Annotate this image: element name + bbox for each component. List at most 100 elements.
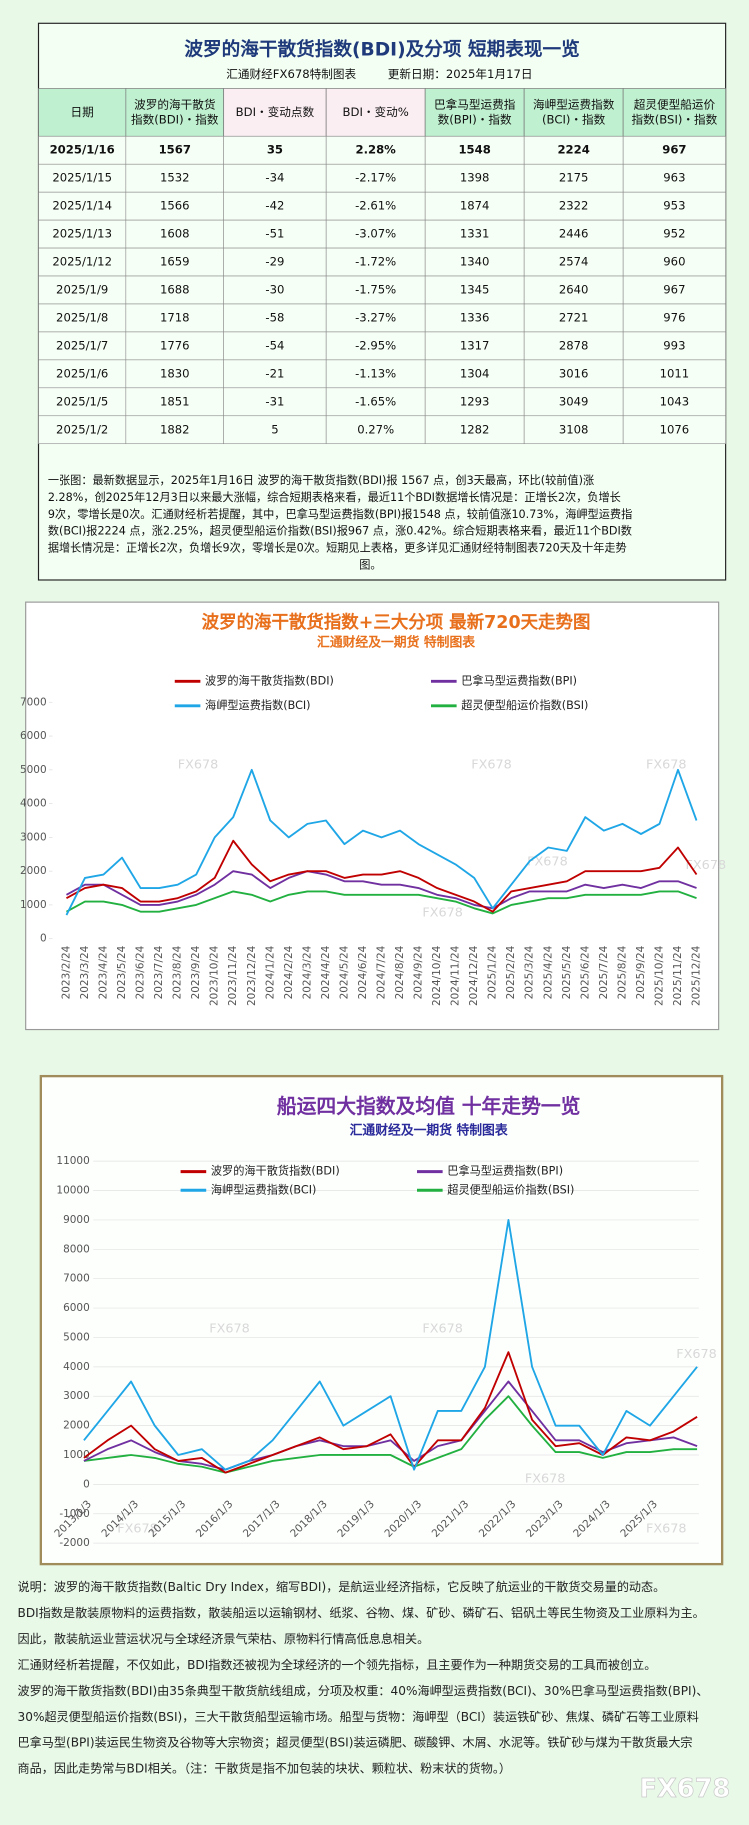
watermark: FX678 (422, 1321, 463, 1336)
x-tick-label: 2023/5/24 (116, 945, 128, 999)
table-cell (38, 415, 127, 445)
cell-text: 2025/1/16 (50, 143, 115, 157)
series-line (83, 1380, 698, 1471)
table-cell (424, 359, 525, 389)
cell-text: 1718 (160, 310, 190, 324)
summary: 一张图：最新数据显示，2025年1月16日 波罗的海干散货指数(BDI)报 15… (48, 473, 632, 571)
table-cell (38, 303, 127, 333)
header-cell (125, 88, 225, 137)
cell-text: 2.28% (355, 143, 396, 157)
y-tick-label: 1000 (20, 899, 47, 911)
table-cell (223, 359, 327, 389)
header-label: BDI・变动% (343, 105, 409, 119)
cell-text: 2224 (557, 143, 589, 157)
table-cell (223, 331, 327, 361)
cell-text: 1282 (460, 422, 490, 436)
note-line: 汇通财经析若提醒，不仅如此，BDI指数还被视为全球经济的一个领先指标，且主要作为… (18, 1657, 657, 1672)
chart-title: 船运四大指数及均值 十年走势一览 (277, 1095, 581, 1118)
cell-text: -29 (265, 255, 284, 269)
summary-line: 图。 (359, 558, 381, 571)
watermark: FX678 (527, 854, 568, 869)
x-tick-label: 2024/12/24 (468, 945, 480, 1006)
note-line: 30%超灵便型船运价指数(BSI)，三大干散货船型运输市场。船型与货物：海岬型（… (18, 1709, 699, 1724)
cell-text: 1304 (460, 366, 490, 380)
x-tick-label: 2023/12/24 (246, 945, 258, 1006)
table-cell (523, 135, 624, 165)
y-tick-label: 4000 (20, 798, 47, 810)
x-tick-label: 2025/10/24 (653, 945, 665, 1006)
x-tick-label: 2025/8/24 (616, 945, 628, 999)
legend-label: 波罗的海干散货指数(BDI) (205, 673, 334, 687)
table-cell (125, 163, 224, 193)
cell-text: 2025/1/2 (56, 422, 108, 436)
cell-text: 1011 (660, 366, 690, 380)
x-tick-label: 2025/12/24 (691, 945, 703, 1006)
y-tick-label: 8000 (63, 1243, 90, 1255)
legend-label: 超灵便型船运价指数(BSI) (447, 1182, 574, 1196)
table-cell (523, 415, 624, 445)
table-cell (38, 359, 127, 389)
table-cell (223, 163, 327, 193)
table-cell (223, 275, 327, 305)
cell-text: 960 (663, 255, 685, 269)
cell-text: 953 (663, 199, 685, 213)
cell-text: 1398 (460, 171, 490, 185)
series-line (66, 870, 697, 910)
legend-label: 海岬型运费指数(BCI) (205, 698, 310, 712)
header-cell (523, 88, 624, 137)
cell-text: 35 (267, 143, 283, 157)
chart-panel (25, 601, 720, 1031)
cell-text: -34 (265, 171, 284, 185)
table-cell (424, 387, 525, 417)
cell-text: 1874 (460, 199, 490, 213)
table-cell (622, 191, 726, 221)
cell-text: 3016 (559, 366, 589, 380)
cell-text: -1.75% (355, 282, 396, 296)
watermark: FX678 (525, 1472, 566, 1487)
cell-text: 1532 (160, 171, 190, 185)
cell-text: 963 (663, 171, 685, 185)
x-tick-label: 2025/7/24 (598, 945, 610, 999)
cell-text: 2025/1/12 (52, 255, 112, 269)
summary-line: 9次，零增长是0次。汇通财经析若提醒，其中，巴拿马型运费指数(BPI)报1548… (48, 507, 632, 521)
note-line: BDI指数是散装原物料的运费指数，散装船运以运输钢材、纸浆、谷物、煤、矿砂、磷矿… (18, 1605, 705, 1620)
x-tick-label: 2025/9/24 (635, 945, 647, 999)
table-cell (325, 415, 426, 445)
cell-text: 1345 (460, 282, 490, 296)
table-cell (38, 219, 127, 249)
y-tick-label: 10000 (56, 1185, 89, 1197)
cell-text: 3049 (559, 394, 589, 408)
chart-subtitle: 汇通财经及一期货 特制图表 (350, 1122, 508, 1138)
cell-text: 1688 (160, 282, 190, 296)
page-subtitle: 汇通财经FX678特制图表 (226, 67, 356, 81)
cell-text: -1.13% (355, 366, 396, 380)
x-tick-label: 2023/8/24 (172, 945, 184, 999)
table-cell (125, 331, 224, 361)
summary-line: 2.28%，创2025年12月3日以来最大涨幅，综合短期表格来看，最近11个BD… (48, 490, 621, 504)
table-cell (523, 219, 624, 249)
table-cell (622, 219, 726, 249)
cell-text: 1776 (160, 338, 190, 352)
x-tick-label: 2023/2/24 (60, 945, 72, 999)
table-cell (38, 275, 127, 305)
watermark: FX678 (646, 1522, 687, 1537)
cell-text: 1566 (160, 199, 190, 213)
header-label: 波罗的海干散货 (134, 97, 215, 111)
table-cell (622, 275, 726, 305)
cell-text: -1.72% (355, 255, 396, 269)
cell-text: -58 (265, 310, 284, 324)
table-cell (424, 303, 525, 333)
watermark: FX678 (676, 1347, 717, 1362)
y-tick-label: 3000 (63, 1390, 90, 1402)
note-line: 商品，因此走势常与BDI相关。（注：干散货是指不加包装的块状、颗粒状、粉末状的货… (18, 1761, 511, 1776)
table-cell (622, 163, 726, 193)
cell-text: 1882 (160, 422, 190, 436)
x-tick-label: 2024/7/24 (375, 945, 387, 999)
table-cell (38, 191, 127, 221)
table-cell (125, 275, 224, 305)
table-cell (38, 387, 127, 417)
table-cell (523, 387, 624, 417)
